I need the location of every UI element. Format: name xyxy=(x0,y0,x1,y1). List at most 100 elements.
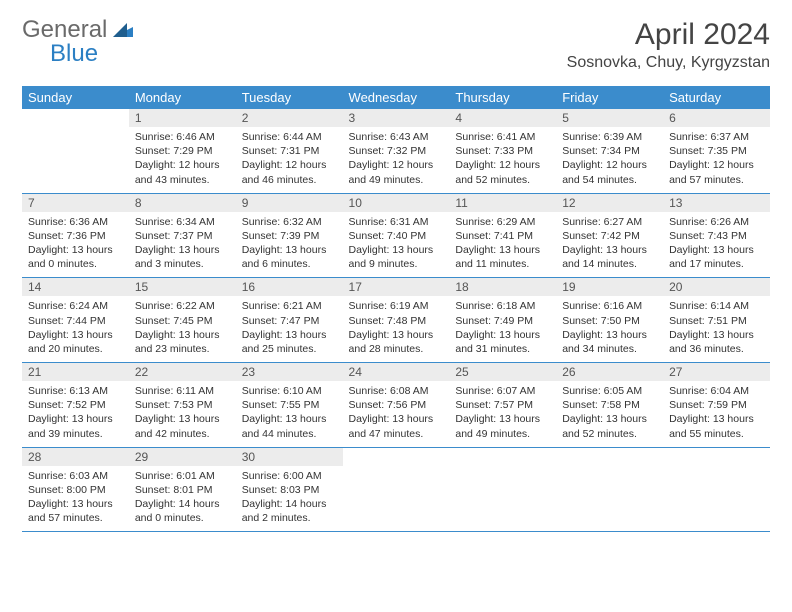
day-ss: Sunset: 7:53 PM xyxy=(135,398,230,412)
day-number-cell: 21 xyxy=(22,363,129,382)
day-d1: Daylight: 13 hours xyxy=(562,412,657,426)
day-number-cell: 17 xyxy=(343,278,450,297)
logo-text-blue: Blue xyxy=(50,40,98,67)
day-ss: Sunset: 7:52 PM xyxy=(28,398,123,412)
day-detail-cell: Sunrise: 6:26 AMSunset: 7:43 PMDaylight:… xyxy=(663,212,770,278)
day-number-cell xyxy=(343,447,450,466)
logo: GeneralBlue xyxy=(22,18,133,66)
day-d1: Daylight: 13 hours xyxy=(349,412,444,426)
day-detail-cell: Sunrise: 6:46 AMSunset: 7:29 PMDaylight:… xyxy=(129,127,236,193)
day-sr: Sunrise: 6:03 AM xyxy=(28,469,123,483)
day-detail-cell: Sunrise: 6:16 AMSunset: 7:50 PMDaylight:… xyxy=(556,296,663,362)
day-ss: Sunset: 7:45 PM xyxy=(135,314,230,328)
day-sr: Sunrise: 6:16 AM xyxy=(562,299,657,313)
day-d1: Daylight: 13 hours xyxy=(669,328,764,342)
daynum-row: 21222324252627 xyxy=(22,363,770,382)
day-d1: Daylight: 12 hours xyxy=(562,158,657,172)
day-sr: Sunrise: 6:18 AM xyxy=(455,299,550,313)
day-d1: Daylight: 13 hours xyxy=(242,243,337,257)
day-ss: Sunset: 7:44 PM xyxy=(28,314,123,328)
day-number-cell: 30 xyxy=(236,447,343,466)
day-ss: Sunset: 7:51 PM xyxy=(669,314,764,328)
day-d2: and 49 minutes. xyxy=(455,427,550,441)
weekday-header: Wednesday xyxy=(343,86,450,109)
day-detail-cell xyxy=(343,466,450,532)
day-ss: Sunset: 7:40 PM xyxy=(349,229,444,243)
day-d2: and 3 minutes. xyxy=(135,257,230,271)
day-d1: Daylight: 13 hours xyxy=(242,412,337,426)
day-d2: and 0 minutes. xyxy=(28,257,123,271)
weekday-header: Tuesday xyxy=(236,86,343,109)
day-sr: Sunrise: 6:43 AM xyxy=(349,130,444,144)
day-d1: Daylight: 13 hours xyxy=(349,243,444,257)
day-detail-cell xyxy=(663,466,770,532)
day-detail-cell: Sunrise: 6:43 AMSunset: 7:32 PMDaylight:… xyxy=(343,127,450,193)
day-d2: and 28 minutes. xyxy=(349,342,444,356)
day-d1: Daylight: 14 hours xyxy=(242,497,337,511)
detail-row: Sunrise: 6:13 AMSunset: 7:52 PMDaylight:… xyxy=(22,381,770,447)
day-ss: Sunset: 7:35 PM xyxy=(669,144,764,158)
day-number-cell: 8 xyxy=(129,193,236,212)
day-d2: and 57 minutes. xyxy=(669,173,764,187)
day-sr: Sunrise: 6:19 AM xyxy=(349,299,444,313)
day-ss: Sunset: 7:42 PM xyxy=(562,229,657,243)
day-sr: Sunrise: 6:05 AM xyxy=(562,384,657,398)
day-d1: Daylight: 13 hours xyxy=(28,243,123,257)
day-d1: Daylight: 12 hours xyxy=(242,158,337,172)
day-d2: and 42 minutes. xyxy=(135,427,230,441)
day-detail-cell: Sunrise: 6:39 AMSunset: 7:34 PMDaylight:… xyxy=(556,127,663,193)
day-ss: Sunset: 7:37 PM xyxy=(135,229,230,243)
day-number-cell: 19 xyxy=(556,278,663,297)
day-d2: and 9 minutes. xyxy=(349,257,444,271)
day-ss: Sunset: 7:29 PM xyxy=(135,144,230,158)
day-d1: Daylight: 13 hours xyxy=(242,328,337,342)
day-number-cell: 3 xyxy=(343,109,450,127)
day-sr: Sunrise: 6:36 AM xyxy=(28,215,123,229)
day-d2: and 6 minutes. xyxy=(242,257,337,271)
day-detail-cell: Sunrise: 6:08 AMSunset: 7:56 PMDaylight:… xyxy=(343,381,450,447)
detail-row: Sunrise: 6:46 AMSunset: 7:29 PMDaylight:… xyxy=(22,127,770,193)
day-ss: Sunset: 7:31 PM xyxy=(242,144,337,158)
day-ss: Sunset: 7:33 PM xyxy=(455,144,550,158)
day-detail-cell: Sunrise: 6:32 AMSunset: 7:39 PMDaylight:… xyxy=(236,212,343,278)
day-ss: Sunset: 7:50 PM xyxy=(562,314,657,328)
day-sr: Sunrise: 6:08 AM xyxy=(349,384,444,398)
day-ss: Sunset: 8:03 PM xyxy=(242,483,337,497)
day-ss: Sunset: 7:58 PM xyxy=(562,398,657,412)
day-detail-cell: Sunrise: 6:00 AMSunset: 8:03 PMDaylight:… xyxy=(236,466,343,532)
day-number-cell: 22 xyxy=(129,363,236,382)
day-d1: Daylight: 13 hours xyxy=(562,243,657,257)
day-d1: Daylight: 12 hours xyxy=(455,158,550,172)
day-detail-cell: Sunrise: 6:13 AMSunset: 7:52 PMDaylight:… xyxy=(22,381,129,447)
day-ss: Sunset: 8:01 PM xyxy=(135,483,230,497)
day-d1: Daylight: 14 hours xyxy=(135,497,230,511)
day-d1: Daylight: 13 hours xyxy=(135,412,230,426)
location-text: Sosnovka, Chuy, Kyrgyzstan xyxy=(567,54,770,72)
day-ss: Sunset: 7:47 PM xyxy=(242,314,337,328)
day-d2: and 31 minutes. xyxy=(455,342,550,356)
day-detail-cell: Sunrise: 6:41 AMSunset: 7:33 PMDaylight:… xyxy=(449,127,556,193)
day-d2: and 47 minutes. xyxy=(349,427,444,441)
day-ss: Sunset: 7:41 PM xyxy=(455,229,550,243)
weekday-header: Friday xyxy=(556,86,663,109)
day-number-cell: 20 xyxy=(663,278,770,297)
day-number-cell: 12 xyxy=(556,193,663,212)
day-number-cell: 13 xyxy=(663,193,770,212)
day-detail-cell: Sunrise: 6:31 AMSunset: 7:40 PMDaylight:… xyxy=(343,212,450,278)
calendar-table: Sunday Monday Tuesday Wednesday Thursday… xyxy=(22,86,770,532)
day-number-cell: 2 xyxy=(236,109,343,127)
day-sr: Sunrise: 6:07 AM xyxy=(455,384,550,398)
day-d1: Daylight: 13 hours xyxy=(455,243,550,257)
day-ss: Sunset: 7:56 PM xyxy=(349,398,444,412)
day-d2: and 54 minutes. xyxy=(562,173,657,187)
day-d2: and 17 minutes. xyxy=(669,257,764,271)
day-d1: Daylight: 13 hours xyxy=(135,243,230,257)
day-d1: Daylight: 13 hours xyxy=(562,328,657,342)
weekday-header: Saturday xyxy=(663,86,770,109)
day-ss: Sunset: 7:36 PM xyxy=(28,229,123,243)
day-number-cell: 9 xyxy=(236,193,343,212)
day-detail-cell: Sunrise: 6:18 AMSunset: 7:49 PMDaylight:… xyxy=(449,296,556,362)
day-number-cell: 16 xyxy=(236,278,343,297)
daynum-row: 78910111213 xyxy=(22,193,770,212)
day-d2: and 49 minutes. xyxy=(349,173,444,187)
